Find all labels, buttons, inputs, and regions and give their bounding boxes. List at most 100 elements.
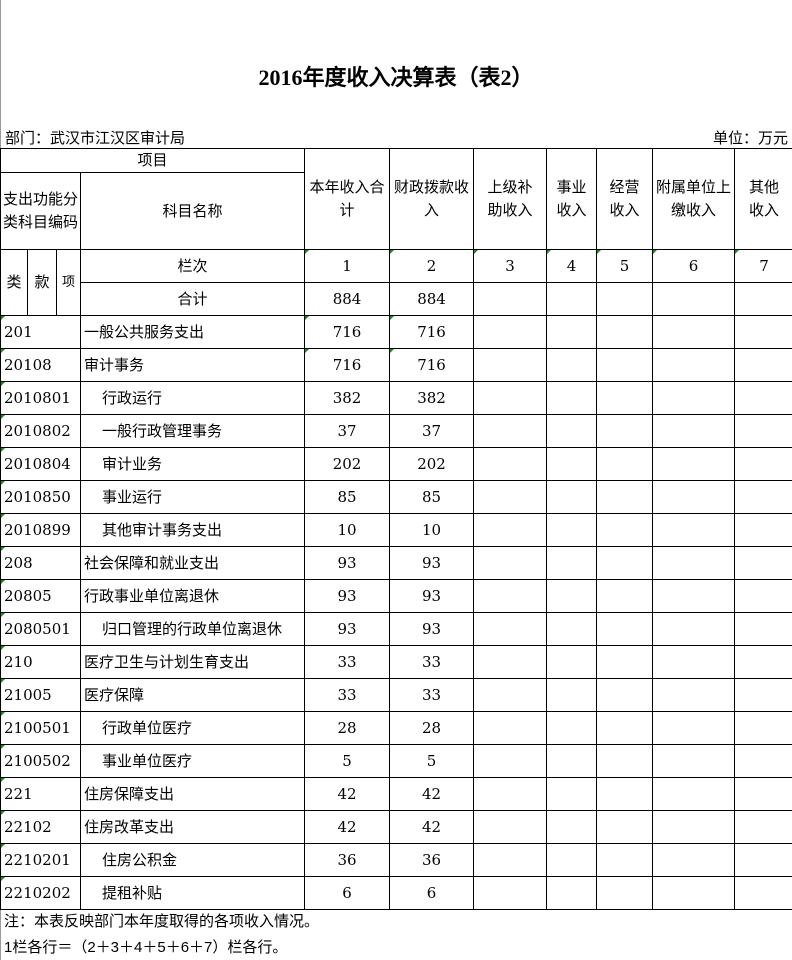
row-value-4 xyxy=(546,612,598,647)
row-value-3 xyxy=(473,612,548,647)
row-value-5 xyxy=(596,579,654,614)
row-name: 一般行政管理事务 xyxy=(79,414,306,449)
row-code: 2010899 xyxy=(0,513,81,548)
row-value-3 xyxy=(473,546,548,581)
row-value-6 xyxy=(652,678,736,713)
row-value-1: 93 xyxy=(304,546,391,581)
row-value-4 xyxy=(546,414,598,449)
row-value-7 xyxy=(734,513,792,548)
row-value-2: 93 xyxy=(389,579,475,614)
header-lei: 类 xyxy=(0,249,28,317)
table-row: 201 一般公共服务支出 716 716 xyxy=(0,315,792,350)
unit-label: 单位：万元 xyxy=(712,129,788,147)
row-value-2: 6 xyxy=(389,876,475,911)
row-value-2: 33 xyxy=(389,678,475,713)
row-value-2: 93 xyxy=(389,546,475,581)
row-value-5 xyxy=(596,744,654,779)
row-value-3 xyxy=(473,810,548,845)
row-value-6 xyxy=(652,480,736,515)
header-col-6: 附属单位上缴收入 xyxy=(652,147,736,251)
row-value-6 xyxy=(652,711,736,746)
row-code: 2010850 xyxy=(0,480,81,515)
row-value-7 xyxy=(734,678,792,713)
row-value-5 xyxy=(596,513,654,548)
row-value-1: 93 xyxy=(304,579,391,614)
row-value-2: 382 xyxy=(389,381,475,416)
income-table: 项目 本年收入合计 财政拨款收入 上级补助收入 事业收入 经营收入 附属单位上缴… xyxy=(0,147,792,911)
row-value-1: 33 xyxy=(304,645,391,680)
row-value-5 xyxy=(596,810,654,845)
row-value-6 xyxy=(652,579,736,614)
row-code: 20108 xyxy=(0,348,81,383)
row-value-5 xyxy=(596,414,654,449)
row-value-6 xyxy=(652,447,736,482)
row-value-4 xyxy=(546,843,598,878)
row-value-7 xyxy=(734,645,792,680)
row-value-7 xyxy=(734,843,792,878)
row-value-7 xyxy=(734,810,792,845)
row-value-3 xyxy=(473,447,548,482)
row-value-4 xyxy=(546,876,598,911)
row-value-6 xyxy=(652,876,736,911)
row-value-4 xyxy=(546,645,598,680)
row-name: 医疗保障 xyxy=(79,678,306,713)
row-value-3 xyxy=(473,843,548,878)
row-value-1: 716 xyxy=(304,315,391,350)
row-value-4 xyxy=(546,381,598,416)
row-value-6 xyxy=(652,414,736,449)
row-value-5 xyxy=(596,777,654,812)
row-code: 2010802 xyxy=(0,414,81,449)
row-name: 审计业务 xyxy=(79,447,306,482)
row-name: 社会保障和就业支出 xyxy=(79,546,306,581)
row-value-7 xyxy=(734,546,792,581)
row-value-5 xyxy=(596,480,654,515)
table-row: 2010804 审计业务 202 202 xyxy=(0,447,792,482)
row-value-1: 33 xyxy=(304,678,391,713)
row-value-5 xyxy=(596,348,654,383)
row-value-1: 10 xyxy=(304,513,391,548)
row-code: 2100501 xyxy=(0,711,81,746)
row-value-2: 5 xyxy=(389,744,475,779)
row-value-6 xyxy=(652,744,736,779)
row-value-3 xyxy=(473,876,548,911)
row-code: 201 xyxy=(0,315,81,350)
row-value-3 xyxy=(473,513,548,548)
header-code: 支出功能分类科目编码 xyxy=(0,172,81,251)
row-value-1: 37 xyxy=(304,414,391,449)
total-value-3 xyxy=(473,282,548,317)
row-name: 事业单位医疗 xyxy=(79,744,306,779)
row-value-1: 202 xyxy=(304,447,391,482)
col-number-6: 6 xyxy=(652,249,736,284)
table-row: 20108 审计事务 716 716 xyxy=(0,348,792,383)
table-row: 2210202 提租补贴 6 6 xyxy=(0,876,792,911)
row-value-1: 93 xyxy=(304,612,391,647)
table-row: 2080501 归口管理的行政单位离退休 93 93 xyxy=(0,612,792,647)
row-value-6 xyxy=(652,777,736,812)
row-name: 住房改革支出 xyxy=(79,810,306,845)
row-value-3 xyxy=(473,678,548,713)
row-code: 2210201 xyxy=(0,843,81,878)
total-value-2: 884 xyxy=(389,282,475,317)
row-value-3 xyxy=(473,645,548,680)
row-value-5 xyxy=(596,645,654,680)
table-row: 2010802 一般行政管理事务 37 37 xyxy=(0,414,792,449)
row-code: 210 xyxy=(0,645,81,680)
row-value-2: 85 xyxy=(389,480,475,515)
row-value-5 xyxy=(596,711,654,746)
row-value-2: 42 xyxy=(389,810,475,845)
row-name: 其他审计事务支出 xyxy=(79,513,306,548)
row-value-1: 85 xyxy=(304,480,391,515)
row-name: 行政运行 xyxy=(79,381,306,416)
row-value-2: 42 xyxy=(389,777,475,812)
row-name: 一般公共服务支出 xyxy=(79,315,306,350)
table-row: 22102 住房改革支出 42 42 xyxy=(0,810,792,845)
row-value-4 xyxy=(546,579,598,614)
header-lanci: 栏次 xyxy=(79,249,306,284)
col-number-3: 3 xyxy=(473,249,548,284)
row-value-6 xyxy=(652,612,736,647)
row-code: 2010801 xyxy=(0,381,81,416)
row-value-3 xyxy=(473,315,548,350)
row-value-4 xyxy=(546,348,598,383)
note-2: 1栏各行＝（2＋3＋4＋5＋6＋7）栏各行。 xyxy=(4,939,288,956)
row-code: 2010804 xyxy=(0,447,81,482)
